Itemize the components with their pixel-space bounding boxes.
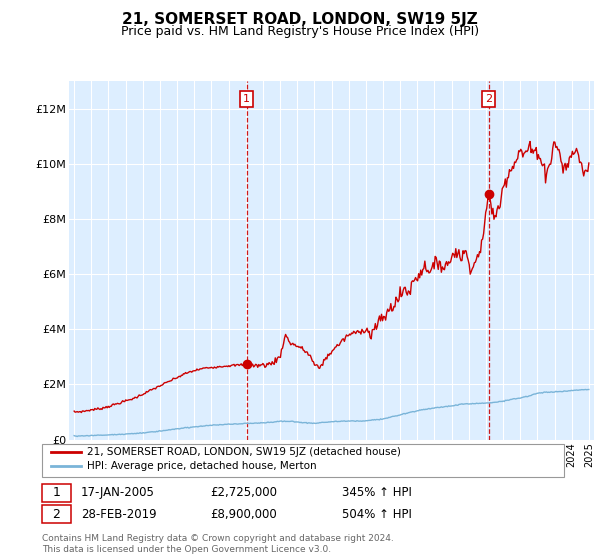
Text: 504% ↑ HPI: 504% ↑ HPI	[342, 507, 412, 521]
Text: £2,725,000: £2,725,000	[210, 486, 277, 500]
Text: 28-FEB-2019: 28-FEB-2019	[81, 507, 157, 521]
Text: Price paid vs. HM Land Registry's House Price Index (HPI): Price paid vs. HM Land Registry's House …	[121, 25, 479, 38]
Text: 1: 1	[52, 486, 61, 500]
Text: 2: 2	[52, 507, 61, 521]
Text: 21, SOMERSET ROAD, LONDON, SW19 5JZ (detached house): 21, SOMERSET ROAD, LONDON, SW19 5JZ (det…	[87, 447, 401, 458]
Text: 2: 2	[485, 94, 493, 104]
Text: 1: 1	[243, 94, 250, 104]
Text: 21, SOMERSET ROAD, LONDON, SW19 5JZ: 21, SOMERSET ROAD, LONDON, SW19 5JZ	[122, 12, 478, 27]
Text: 17-JAN-2005: 17-JAN-2005	[81, 486, 155, 500]
Text: Contains HM Land Registry data © Crown copyright and database right 2024.
This d: Contains HM Land Registry data © Crown c…	[42, 534, 394, 554]
Text: £8,900,000: £8,900,000	[210, 507, 277, 521]
Text: HPI: Average price, detached house, Merton: HPI: Average price, detached house, Mert…	[87, 461, 317, 472]
Text: 345% ↑ HPI: 345% ↑ HPI	[342, 486, 412, 500]
